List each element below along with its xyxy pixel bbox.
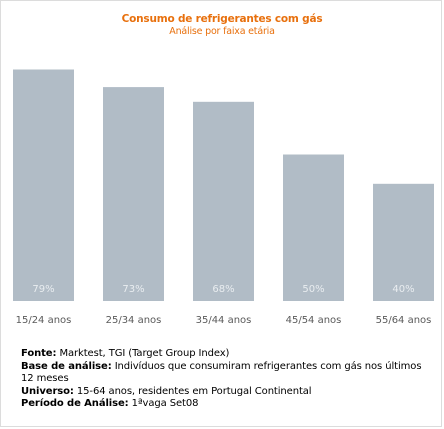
bar-labels-group: 79% 73% 68% 50% 40% (32, 284, 414, 295)
universe-label: Universo: (21, 385, 74, 397)
chart-notes: Fonte: Marktest, TGI (Target Group Index… (21, 348, 431, 411)
x-tick-label-1: 15/24 anos (16, 315, 72, 326)
x-tick-label-3: 35/44 anos (196, 315, 252, 326)
chart-title: Consumo de refrigerantes com gás (121, 13, 323, 25)
base-label: Base de análise: (21, 360, 112, 372)
bar-2 (103, 87, 164, 301)
period-note: Período de Análise: 1ªvaga Set08 (21, 398, 431, 411)
base-text: Indivíduos que consumiram refrigerantes … (21, 360, 422, 385)
universe-text: 15-64 anos, residentes em Portugal Conti… (73, 385, 312, 397)
bars-group (13, 69, 434, 301)
bar-3 (193, 101, 254, 301)
source-label: Fonte: (21, 348, 57, 359)
bar-5 (373, 183, 434, 301)
bar-4 (283, 154, 344, 301)
bar-chart: 79% 73% 68% 50% 40% 15/24 anos 25/34 anos 35/4… (13, 69, 434, 326)
x-axis-tick-labels: 15/24 anos 25/34 anos 35/44 anos 45/54 anos… (16, 315, 432, 326)
bar-value-label-4: 50% (302, 284, 324, 295)
chart-subtitle: Análise por faixa etária (169, 26, 275, 37)
base-note: Base de análise: Indivíduos que consumir… (21, 361, 431, 386)
x-tick-label-2: 25/34 anos (106, 315, 162, 326)
universe-note: Universo: 15-64 anos, residentes em Port… (21, 386, 431, 399)
x-tick-label-5: 55/64 anos (376, 315, 432, 326)
x-tick-label-4: 45/54 anos (286, 315, 342, 326)
bar-value-label-1: 79% (32, 284, 54, 295)
source-text: Marktest, TGI (Target Group Index) (56, 348, 230, 359)
bar-1 (13, 69, 74, 301)
bar-value-label-5: 40% (392, 284, 414, 295)
source-note: Fonte: Marktest, TGI (Target Group Index… (21, 348, 431, 361)
period-text: 1ªvaga Set08 (128, 398, 199, 409)
period-label: Período de Análise: (21, 398, 129, 409)
bar-value-label-2: 73% (122, 284, 144, 295)
bar-value-label-3: 68% (212, 284, 234, 295)
